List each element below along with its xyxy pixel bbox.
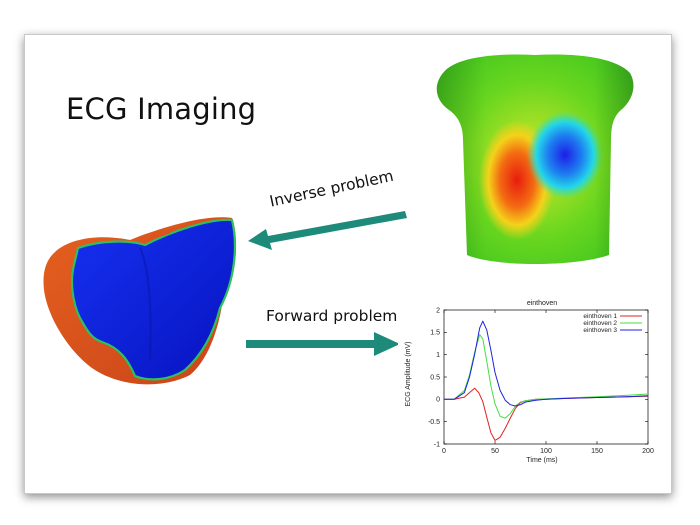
y-tick-label: 0: [436, 397, 440, 404]
x-tick-label: 0: [442, 448, 446, 455]
legend-label: einthoven 3: [583, 327, 617, 334]
x-axis-label: Time (ms): [526, 457, 557, 464]
slide-title: ECG Imaging: [66, 92, 257, 126]
chart-background: [398, 296, 660, 468]
y-tick-label: 1.5: [430, 330, 440, 337]
y-axis-label: ECG Amplitude (mV): [405, 342, 412, 407]
heart-model: [43, 217, 237, 385]
y-tick-label: 1: [436, 352, 440, 359]
legend-label: einthoven 1: [583, 313, 617, 320]
ecg-chart: einthoven 2 1.5 1 0.5 0 -0.5 -1 0 50 100 150 200 e…: [398, 296, 660, 468]
x-tick-label: 150: [591, 448, 603, 455]
chart-title: einthoven: [527, 300, 557, 307]
y-tick-label: 2: [436, 307, 440, 314]
series-lines: [444, 320, 649, 441]
y-tick-label: -0.5: [428, 419, 440, 426]
legend-label: einthoven 2: [583, 320, 617, 327]
x-tick-label: 50: [491, 448, 499, 455]
y-tick-label: 0.5: [430, 374, 440, 381]
x-tick-label: 100: [540, 448, 552, 455]
x-tick-label: 200: [642, 448, 654, 455]
forward-problem-label: Forward problem: [266, 307, 398, 325]
torso-surface-map: [436, 54, 634, 264]
y-tick-labels: 2 1.5 1 0.5 0 -0.5 -1: [428, 307, 648, 448]
x-tick-labels: 0 50 100 150 200: [442, 310, 654, 455]
forward-arrow: [246, 332, 400, 356]
series-line-3: [444, 320, 649, 407]
inverse-arrow: [248, 211, 407, 250]
y-tick-label: -1: [434, 441, 440, 448]
